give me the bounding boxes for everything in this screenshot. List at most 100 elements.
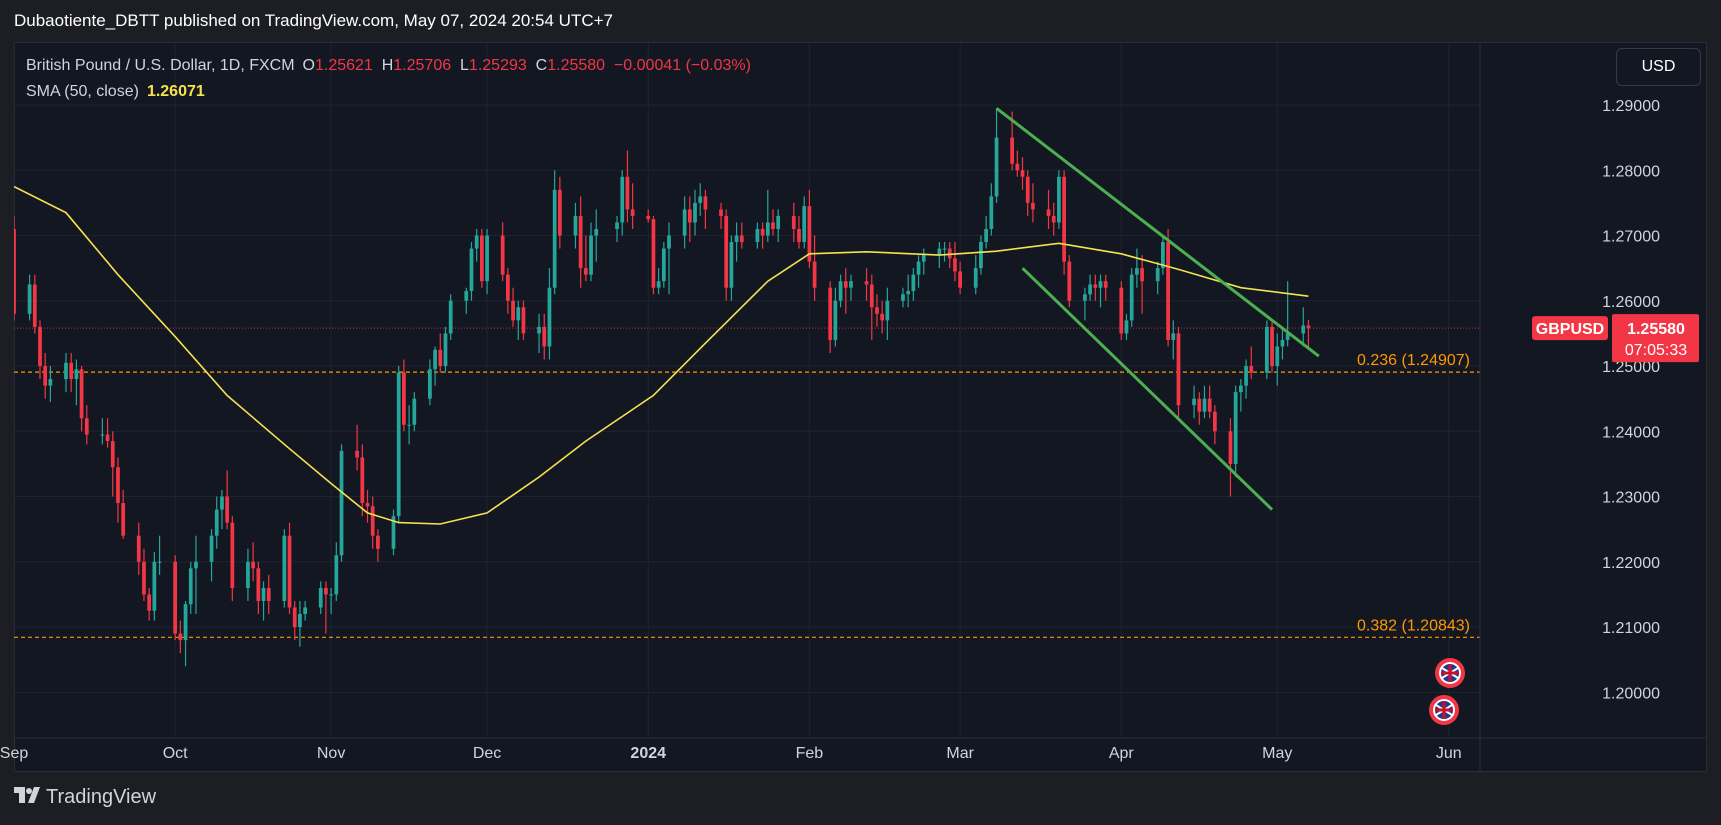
candle	[864, 268, 869, 301]
candle-body	[27, 284, 32, 314]
x-tick-label: Feb	[796, 745, 824, 762]
brand-name: TradingView	[46, 786, 157, 808]
candle	[807, 189, 812, 269]
candle	[791, 202, 796, 243]
candle	[583, 235, 588, 282]
price-label: GBPUSD 1.25580 07:05:33	[1532, 314, 1699, 363]
x-tick-label: Dec	[473, 745, 501, 762]
tradingview-brand[interactable]: TradingView	[14, 786, 156, 809]
chart-frame[interactable]	[14, 42, 1707, 772]
candle-body	[1161, 242, 1165, 269]
candle-body	[1025, 176, 1030, 203]
candle-body	[885, 300, 890, 321]
candle-body	[791, 215, 796, 229]
candle-body	[1119, 287, 1124, 334]
candle	[188, 561, 193, 615]
candle	[32, 274, 37, 334]
candle	[147, 587, 152, 621]
currency-button[interactable]: USD	[1616, 48, 1701, 86]
candle-body	[958, 271, 963, 288]
candle-body	[864, 281, 869, 285]
uk-flag-event-icon[interactable]	[1435, 658, 1465, 688]
candle-body	[136, 535, 141, 562]
candle	[812, 235, 817, 301]
change-value: −0.00041 (−0.03%)	[613, 57, 751, 74]
candle	[298, 600, 302, 647]
candle	[838, 274, 843, 308]
candle	[402, 359, 406, 432]
chart-legend: British Pound / U.S. Dollar, 1D, FXCM O1…	[26, 53, 751, 105]
candle-body	[116, 467, 120, 504]
candle-body	[1129, 274, 1134, 321]
candle	[1285, 281, 1290, 347]
candle	[521, 300, 526, 340]
candle	[152, 552, 157, 621]
low-label: L	[460, 57, 469, 74]
candle-body	[287, 535, 292, 608]
candle-body	[251, 561, 256, 569]
candle-body	[615, 222, 619, 229]
candle-body	[505, 274, 510, 301]
candle	[339, 444, 344, 562]
candle-body	[469, 248, 474, 291]
candle	[547, 268, 552, 360]
candle	[620, 170, 625, 236]
candle	[230, 516, 235, 601]
candle	[1057, 170, 1061, 229]
low-value: 1.25293	[468, 57, 527, 74]
candle	[724, 209, 729, 301]
candle-body	[869, 284, 874, 308]
candle	[79, 366, 84, 432]
close-value: 1.25580	[547, 57, 606, 74]
candle	[303, 600, 307, 621]
channel-trendline	[995, 107, 1320, 358]
candle	[625, 150, 630, 223]
candle	[1249, 346, 1254, 380]
candle-body	[921, 255, 926, 262]
x-tick-label: May	[1262, 745, 1292, 762]
candle-body	[807, 206, 812, 262]
candle-body	[511, 300, 515, 321]
candle	[719, 202, 723, 229]
x-tick-label: 2024	[630, 745, 666, 762]
candle-body	[1140, 268, 1144, 282]
candle	[729, 235, 734, 301]
candle-body	[443, 333, 448, 367]
candle-body	[355, 450, 359, 458]
candle-body	[734, 235, 739, 243]
candle-body	[547, 287, 552, 347]
candle-body	[953, 258, 957, 272]
candle	[1270, 320, 1274, 373]
candle	[1083, 287, 1087, 321]
candle-body	[438, 349, 443, 367]
candle-body	[667, 235, 671, 249]
candle	[765, 189, 770, 243]
candle	[693, 189, 697, 236]
candle-body	[537, 326, 541, 334]
candle-body	[485, 235, 489, 282]
candle	[1301, 307, 1306, 347]
candle	[360, 444, 365, 517]
candle-body	[376, 535, 380, 549]
candle	[173, 555, 178, 641]
y-tick-label: 1.25000	[1602, 359, 1660, 376]
candle-body	[433, 349, 437, 370]
candle	[1280, 326, 1285, 360]
candle-body	[552, 189, 557, 288]
candle-body	[84, 418, 89, 435]
candle	[1264, 320, 1269, 380]
candle-body	[412, 398, 417, 425]
candle	[921, 248, 926, 275]
candle-body	[38, 326, 42, 367]
uk-flag-event-icon[interactable]	[1429, 695, 1459, 725]
candle	[1233, 385, 1238, 477]
candle-body	[365, 503, 370, 507]
candle	[875, 294, 879, 327]
candle	[1025, 170, 1030, 216]
candle-body	[755, 228, 760, 243]
x-tick-label: Jun	[1436, 745, 1462, 762]
candle-body	[1015, 163, 1020, 171]
candle	[1244, 359, 1248, 399]
ohlc-row: British Pound / U.S. Dollar, 1D, FXCM O1…	[26, 53, 751, 79]
